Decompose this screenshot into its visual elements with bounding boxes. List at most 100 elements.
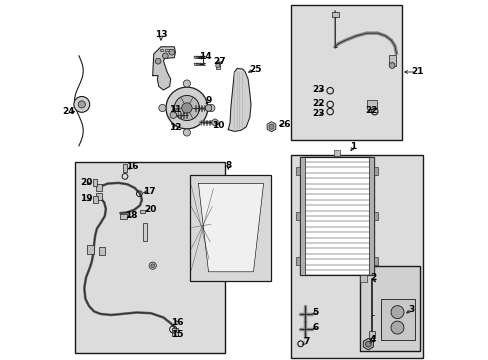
Bar [300,157,373,275]
Circle shape [174,95,199,121]
Text: 20: 20 [144,205,157,214]
Circle shape [168,49,174,55]
Bar [190,175,271,281]
Text: 17: 17 [142,187,155,196]
Bar [165,49,168,51]
Text: 12: 12 [169,122,181,131]
Bar [368,331,374,338]
Bar [194,56,195,58]
Text: 5: 5 [312,307,318,317]
Bar [359,275,366,282]
Bar [96,193,102,200]
Bar [96,184,102,191]
Text: 9: 9 [205,95,211,104]
Bar [99,247,105,255]
Bar [334,150,339,156]
Text: 24: 24 [62,107,75,116]
Bar [92,179,97,186]
Circle shape [162,53,168,59]
Text: 27: 27 [213,57,226,66]
Circle shape [215,63,220,68]
Bar [201,56,202,58]
Bar [195,63,196,65]
Bar [140,210,145,213]
Bar [198,56,199,58]
Bar [120,214,126,219]
Text: 15: 15 [170,330,183,338]
Text: 18: 18 [124,211,137,220]
Bar [331,12,338,17]
Circle shape [149,262,156,269]
Circle shape [207,104,215,112]
Bar [194,63,195,65]
Bar [197,56,198,58]
Circle shape [183,129,190,136]
Text: 21: 21 [410,68,423,77]
Polygon shape [152,47,175,90]
Bar [373,212,378,220]
Circle shape [182,103,192,113]
Bar [142,223,147,241]
Text: 23: 23 [311,109,324,118]
Text: 16: 16 [170,318,183,327]
Bar [200,56,201,58]
Bar [359,266,419,351]
Circle shape [183,80,190,87]
Circle shape [159,104,166,112]
Bar [172,328,178,336]
Bar [373,167,378,175]
Circle shape [74,96,89,112]
Bar [200,63,201,65]
Circle shape [365,341,370,347]
Text: 13: 13 [154,31,167,40]
Bar [204,56,205,58]
Text: 20: 20 [80,178,92,187]
Bar [366,100,376,109]
Bar [75,162,224,353]
Bar [295,257,300,265]
Circle shape [388,63,394,68]
Circle shape [151,264,154,267]
Circle shape [268,124,273,129]
Bar [198,63,199,65]
Text: 19: 19 [80,194,92,203]
Text: 7: 7 [303,338,309,346]
Text: 11: 11 [169,104,181,114]
Bar [87,245,94,254]
Circle shape [166,87,207,129]
Bar [300,157,305,275]
Circle shape [390,321,403,334]
Bar [204,63,205,65]
Bar [380,299,414,340]
Bar [373,257,378,265]
Text: 8: 8 [224,161,231,170]
Bar [295,167,300,175]
Bar [160,49,163,51]
Bar [201,63,202,65]
Circle shape [155,58,161,64]
Bar [368,157,373,275]
Text: 23: 23 [311,85,324,94]
Text: 4: 4 [368,335,375,343]
Text: 2: 2 [369,274,375,282]
Text: 25: 25 [248,65,261,74]
Polygon shape [198,184,263,272]
Circle shape [390,306,403,319]
Circle shape [78,101,85,108]
Bar [197,63,198,65]
Bar [215,62,220,69]
Text: 10: 10 [212,122,224,130]
Bar [290,5,401,140]
Bar [295,212,300,220]
Text: 1: 1 [350,143,356,152]
Bar [122,164,127,172]
Bar [290,155,422,358]
Bar [92,196,98,203]
Text: 3: 3 [408,305,414,314]
Bar [195,56,196,58]
Text: 22: 22 [364,107,377,115]
Text: 6: 6 [312,323,318,332]
Text: 26: 26 [277,120,290,129]
Text: 16: 16 [126,162,138,171]
Text: 14: 14 [198,52,211,61]
